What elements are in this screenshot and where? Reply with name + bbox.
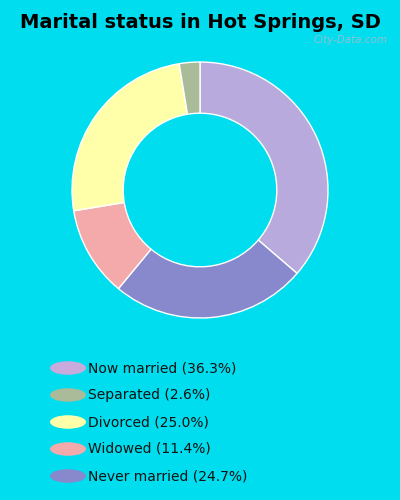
- Circle shape: [50, 388, 86, 402]
- Circle shape: [50, 415, 86, 428]
- Circle shape: [50, 361, 86, 375]
- Text: Divorced (25.0%): Divorced (25.0%): [88, 415, 209, 429]
- Text: Separated (2.6%): Separated (2.6%): [88, 388, 210, 402]
- Circle shape: [50, 469, 86, 483]
- Wedge shape: [72, 64, 188, 211]
- Wedge shape: [200, 62, 328, 274]
- Wedge shape: [118, 240, 297, 318]
- Text: Marital status in Hot Springs, SD: Marital status in Hot Springs, SD: [20, 12, 380, 32]
- Circle shape: [50, 442, 86, 456]
- Wedge shape: [74, 202, 151, 288]
- Text: Never married (24.7%): Never married (24.7%): [88, 469, 247, 483]
- Text: Now married (36.3%): Now married (36.3%): [88, 361, 236, 375]
- Text: City-Data.com: City-Data.com: [314, 35, 388, 45]
- Wedge shape: [179, 62, 200, 114]
- Text: Widowed (11.4%): Widowed (11.4%): [88, 442, 211, 456]
